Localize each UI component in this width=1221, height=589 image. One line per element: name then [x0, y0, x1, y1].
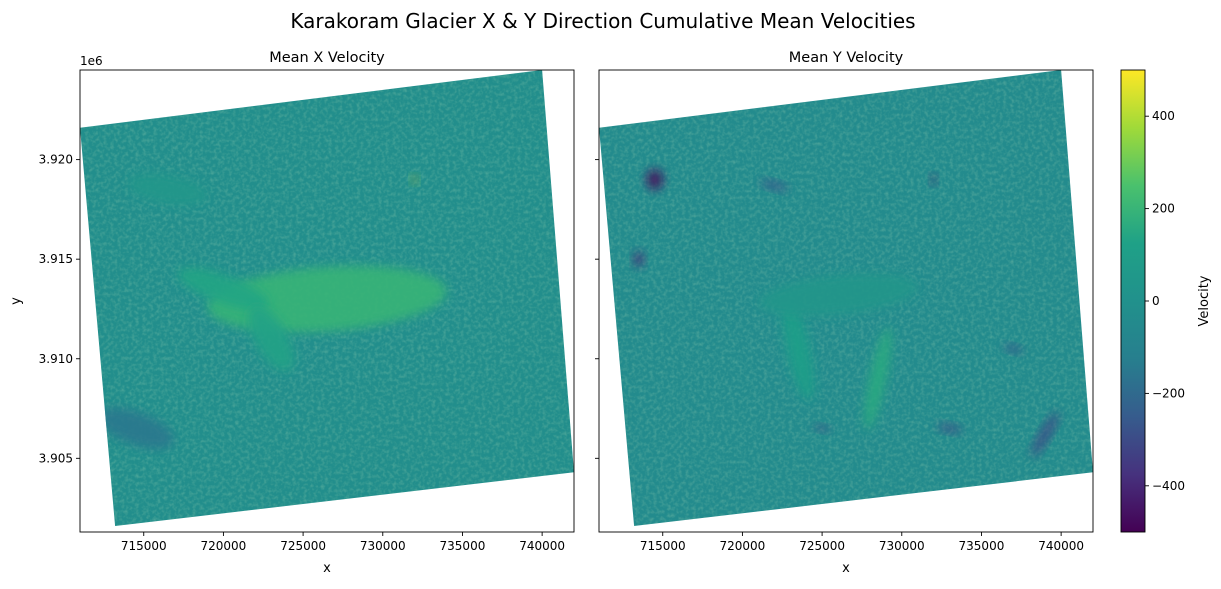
velocity-feature	[128, 174, 207, 205]
panel-title: Mean Y Velocity	[789, 50, 904, 66]
y-axis-label: y	[9, 297, 24, 305]
velocity-feature	[646, 169, 663, 190]
colorbar-gradient	[1120, 69, 1146, 533]
velocity-feature	[412, 176, 417, 183]
velocity-feature	[930, 175, 937, 184]
velocity-feature	[178, 268, 269, 311]
colorbar-tick-label: −200	[1152, 386, 1185, 400]
velocity-feature	[1031, 412, 1059, 457]
x-tick-label: 715000	[121, 539, 167, 553]
velocity-feature	[814, 425, 830, 432]
y-axis-ticks	[595, 159, 599, 459]
x-tick-label: 720000	[201, 539, 247, 553]
figure-title: Karakoram Glacier X & Y Direction Cumula…	[290, 9, 915, 33]
velocity-feature	[1003, 344, 1023, 354]
velocity-feature	[248, 306, 294, 371]
x-axis-ticks: 715000 720000 725000 730000 735000 740000	[640, 532, 1084, 553]
colorbar-ticks: −400 −200 0 200 400	[1145, 109, 1185, 493]
velocity-feature	[760, 180, 789, 191]
x-tick-label: 725000	[799, 539, 845, 553]
axes-frame	[79, 69, 575, 533]
velocity-feature	[98, 408, 174, 449]
x-tick-label: 715000	[640, 539, 686, 553]
y-axis-ticks: 3.905 3.910 3.915 3.920	[39, 153, 80, 465]
y-offset-label: 1e6	[80, 54, 103, 68]
y-tick-label: 3.920	[39, 153, 73, 167]
panel-mean-x-velocity: Mean X Velocity 715000 720000 725000 730000…	[9, 50, 575, 576]
y-tick-label: 3.910	[39, 352, 73, 366]
x-tick-label: 730000	[360, 539, 406, 553]
x-tick-label: 735000	[440, 539, 486, 553]
colorbar-tick-label: 0	[1152, 294, 1160, 308]
colorbar-label: Velocity	[1197, 275, 1212, 326]
colorbar-tick-label: −400	[1152, 479, 1185, 493]
x-tick-label: 740000	[519, 539, 565, 553]
x-axis-label: x	[323, 561, 331, 576]
x-tick-label: 720000	[720, 539, 766, 553]
x-tick-label: 725000	[280, 539, 326, 553]
heatmap-y-velocity	[599, 70, 1093, 526]
axes-frame	[598, 69, 1094, 533]
panel-mean-y-velocity: Mean Y Velocity 715000 720000 725000 730000…	[595, 50, 1094, 576]
x-axis-ticks: 715000 720000 725000 730000 735000 740000	[121, 532, 565, 553]
x-tick-label: 740000	[1038, 539, 1084, 553]
velocity-feature	[782, 298, 814, 400]
y-tick-label: 3.905	[39, 451, 73, 465]
velocity-feature	[937, 423, 963, 433]
velocity-feature	[758, 273, 918, 317]
x-axis-label: x	[842, 561, 850, 576]
x-tick-label: 735000	[959, 539, 1005, 553]
heatmap-x-velocity	[80, 70, 574, 526]
y-tick-label: 3.915	[39, 252, 73, 266]
panel-title: Mean X Velocity	[269, 50, 385, 66]
x-tick-label: 730000	[879, 539, 925, 553]
colorbar-tick-label: 200	[1152, 202, 1175, 216]
colorbar: −400 −200 0 200 400 Velocity	[1120, 69, 1212, 533]
velocity-feature	[634, 252, 644, 267]
velocity-feature	[864, 328, 892, 430]
colorbar-tick-label: 400	[1152, 109, 1175, 123]
